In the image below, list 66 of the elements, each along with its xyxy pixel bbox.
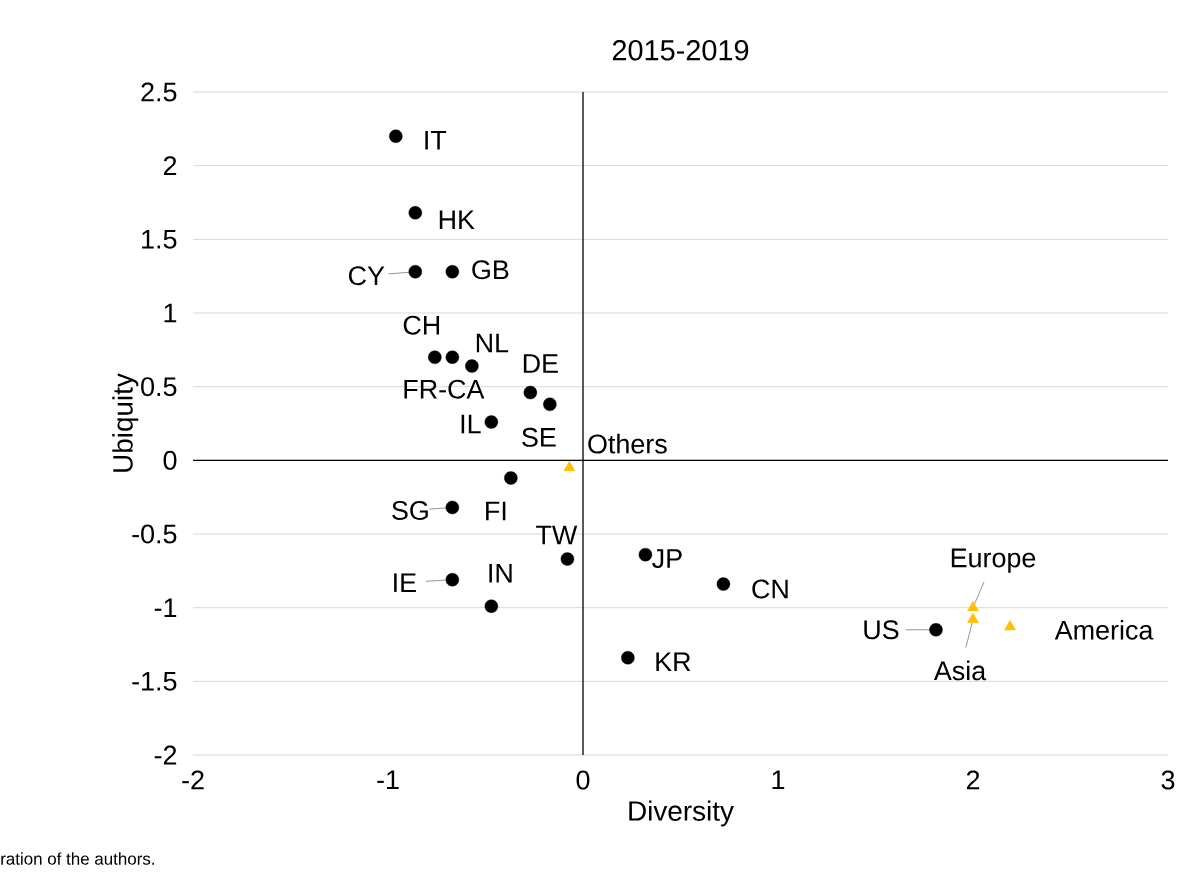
point bbox=[929, 623, 943, 637]
x-tick-label: -2 bbox=[182, 770, 204, 790]
point bbox=[428, 350, 442, 364]
annotation: NL bbox=[476, 333, 509, 353]
annotation: DE bbox=[523, 354, 558, 373]
x-tick-label: 0 bbox=[576, 770, 590, 790]
annotation: FR-CA bbox=[404, 379, 485, 399]
y-tick-label: 2.5 bbox=[141, 82, 177, 102]
annotation: CY bbox=[348, 266, 385, 286]
annotation: TW bbox=[536, 525, 578, 545]
point bbox=[484, 415, 499, 429]
y-tick-label: -1.5 bbox=[132, 671, 177, 691]
point bbox=[638, 547, 653, 562]
point bbox=[560, 552, 575, 566]
x-tick-label: -1 bbox=[377, 770, 399, 790]
chart-title: 2015-2019 bbox=[612, 40, 749, 61]
point bbox=[1004, 620, 1016, 631]
annotation: KR bbox=[656, 652, 691, 672]
y-tick-label: -1 bbox=[154, 598, 177, 617]
y-tick-label: 1 bbox=[164, 303, 177, 323]
x-tick-label: 2 bbox=[966, 770, 980, 790]
point bbox=[621, 651, 635, 665]
x-tick-label: 1 bbox=[772, 770, 785, 790]
y-tick-label: 1.5 bbox=[142, 229, 177, 249]
annotation: IE bbox=[394, 573, 416, 592]
annotation: Asia bbox=[933, 660, 987, 681]
annotation: IL bbox=[461, 414, 481, 434]
x-axis-title: Diversity bbox=[629, 800, 734, 827]
x-tick-label: 3 bbox=[1161, 770, 1175, 790]
y-tick-label: -0.5 bbox=[132, 524, 177, 544]
point bbox=[504, 471, 518, 485]
point bbox=[967, 612, 979, 623]
annotation: JP bbox=[652, 549, 682, 569]
annotation: IT bbox=[425, 130, 447, 150]
point bbox=[716, 577, 731, 591]
point bbox=[408, 265, 422, 279]
annotation: Europe bbox=[951, 548, 1036, 573]
point bbox=[484, 599, 499, 613]
annotation: Others bbox=[588, 433, 667, 454]
point bbox=[389, 129, 403, 143]
annotation: CH bbox=[403, 315, 440, 335]
y-tick-label: 0 bbox=[163, 450, 177, 470]
point bbox=[445, 265, 460, 279]
annotation: US bbox=[864, 620, 899, 640]
point bbox=[967, 600, 979, 612]
text: ration of the authors. bbox=[1, 852, 154, 865]
point bbox=[445, 572, 460, 587]
y-tick-label: 2 bbox=[163, 156, 177, 176]
annotation: FI bbox=[486, 501, 506, 521]
point bbox=[563, 461, 576, 472]
y-tick-label: -2 bbox=[154, 745, 177, 765]
annotation: IN bbox=[489, 563, 512, 583]
annotation: CN bbox=[752, 579, 788, 599]
point bbox=[465, 359, 479, 373]
point bbox=[523, 385, 538, 400]
y-tick-label: 0.5 bbox=[141, 377, 177, 397]
y-axis-title: Ubiquity bbox=[112, 373, 139, 472]
annotation: GB bbox=[472, 260, 509, 280]
point bbox=[543, 397, 557, 412]
annotation: SG bbox=[392, 500, 428, 520]
point bbox=[408, 206, 422, 220]
point bbox=[445, 350, 460, 364]
point bbox=[445, 500, 460, 515]
annotation: SE bbox=[522, 427, 556, 447]
annotation: HK bbox=[439, 210, 475, 230]
annotation: America bbox=[1054, 619, 1154, 640]
